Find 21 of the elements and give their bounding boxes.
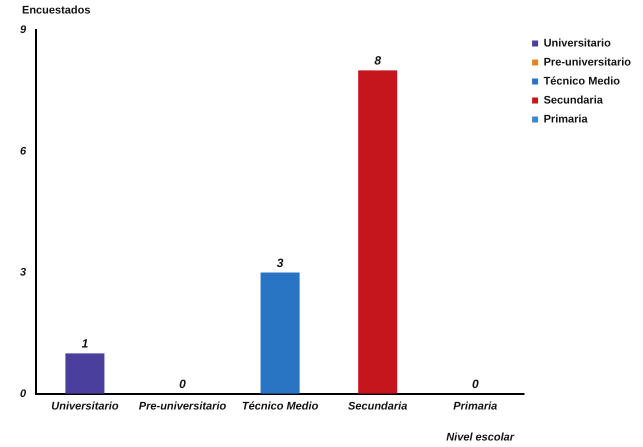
data-label: 8 [374,54,382,68]
x-tick-label: Primaria [453,400,498,412]
legend-label: Primaria [544,114,588,126]
x-axis-title: Nivel escolar [446,432,515,444]
legend-label: Pre-universitario [544,56,632,69]
data-label: 1 [82,336,89,351]
y-tick-label: 9 [20,24,27,36]
y-tick-label: 3 [20,266,26,279]
legend-label: Secundaria [544,94,604,107]
y-tick-label: 6 [20,145,27,158]
y-tick-label: 0 [20,388,27,400]
data-label: 0 [472,377,479,392]
x-tick-label: Universitario [51,400,119,412]
legend-label: Universitario [544,38,612,50]
x-tick-label: Pre-universitario [138,400,226,412]
x-tick-label: Secundaria [348,400,408,412]
y-axis-title: Encuestados [22,4,90,17]
data-label: 0 [179,377,186,392]
x-tick-label: Técnico Medio [242,400,319,412]
legend-label: Técnico Medio [544,76,620,88]
data-label: 3 [276,256,284,270]
